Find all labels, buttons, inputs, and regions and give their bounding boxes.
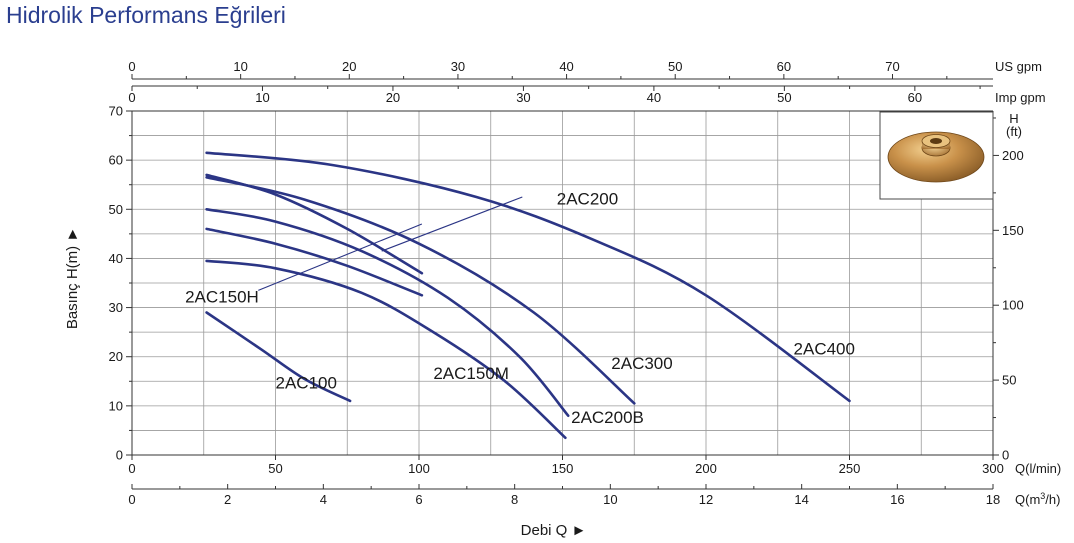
curve-2ac400	[205, 151, 851, 403]
top-us-tick-label: 50	[668, 59, 682, 74]
x-axis-title: Debi Q ►	[521, 522, 587, 539]
left-tick-label: 10	[109, 398, 123, 413]
left-tick-label: 70	[109, 104, 123, 119]
curve-2ac150m	[205, 259, 567, 440]
secondary-tick-label: 16	[890, 492, 904, 507]
secondary-tick-label: 6	[415, 492, 422, 507]
secondary-tick-label: 14	[794, 492, 808, 507]
right-tick-label: 50	[1002, 373, 1016, 388]
series-label-2ac150m: 2AC150M	[433, 364, 509, 383]
bottom-tick-label: 0	[128, 461, 135, 476]
y-axis-title: Basınç H(m) ►	[64, 227, 81, 329]
curve-2ac200b	[205, 208, 570, 417]
top-us-tick-label: 60	[777, 59, 791, 74]
top-imp-tick-label: 50	[777, 90, 791, 105]
series-label-2ac400: 2AC400	[794, 339, 855, 358]
secondary-tick-label: 4	[320, 492, 327, 507]
top-us-tick-label: 0	[128, 59, 135, 74]
top-imp-unit: Imp gpm	[995, 90, 1046, 105]
left-tick-label: 30	[109, 300, 123, 315]
secondary-tick-label: 10	[603, 492, 617, 507]
curves	[205, 151, 851, 440]
top-us-tick-label: 30	[451, 59, 465, 74]
bottom-tick-label: 300	[982, 461, 1004, 476]
curve-2ac300	[205, 176, 636, 405]
top-imp-tick-label: 0	[128, 90, 135, 105]
top-imp-tick-label: 10	[255, 90, 269, 105]
top-us-unit: US gpm	[995, 59, 1042, 74]
page-title: Hidrolik Performans Eğrileri	[6, 2, 286, 28]
left-tick-label: 20	[109, 349, 123, 364]
bottom-tick-label: 200	[695, 461, 717, 476]
top-imp-tick-label: 20	[386, 90, 400, 105]
bottom-tick-label: 100	[408, 461, 430, 476]
secondary-axis-unit: Q(m3/h)	[1015, 491, 1060, 507]
series-label-2ac200b: 2AC200B	[571, 408, 644, 427]
secondary-tick-label: 12	[699, 492, 713, 507]
leader-line	[258, 223, 423, 291]
series-label-2ac100: 2AC100	[276, 374, 337, 393]
top-us-tick-label: 40	[559, 59, 573, 74]
series-label-2ac200: 2AC200	[557, 189, 618, 208]
secondary-tick-label: 0	[128, 492, 135, 507]
series-label-2ac300: 2AC300	[611, 354, 672, 373]
top-us-tick-label: 10	[233, 59, 247, 74]
right-tick-label: 0	[1002, 448, 1009, 463]
secondary-tick-label: 8	[511, 492, 518, 507]
grid	[132, 111, 993, 455]
curve-2ac150h	[205, 227, 424, 297]
right-axis-unit: (ft)	[1006, 124, 1022, 139]
right-tick-label: 200	[1002, 148, 1024, 163]
bottom-axis-unit: Q(l/min)	[1015, 461, 1061, 476]
series-labels: 2AC100 2AC150M 2AC150H 2AC200 2AC200B 2AC300 2…	[185, 189, 855, 427]
left-tick-label: 40	[109, 251, 123, 266]
top-us-tick-label: 70	[885, 59, 899, 74]
secondary-tick-label: 2	[224, 492, 231, 507]
secondary-tick-label: 18	[986, 492, 1000, 507]
left-tick-label: 0	[116, 448, 123, 463]
right-tick-label: 150	[1002, 223, 1024, 238]
top-imp-tick-label: 30	[516, 90, 530, 105]
top-imp-tick-label: 60	[908, 90, 922, 105]
left-tick-label: 50	[109, 202, 123, 217]
leader-line	[381, 196, 523, 252]
left-tick-label: 60	[109, 153, 123, 168]
right-tick-label: 100	[1002, 298, 1024, 313]
top-us-tick-label: 20	[342, 59, 356, 74]
bottom-tick-label: 150	[552, 461, 574, 476]
curve-2ac100	[205, 311, 352, 403]
series-label-2ac150h: 2AC150H	[185, 288, 259, 307]
right-axis-unit: H	[1009, 111, 1018, 126]
bottom-tick-label: 50	[268, 461, 282, 476]
top-imp-tick-label: 40	[647, 90, 661, 105]
impeller-image	[879, 111, 994, 200]
bottom-tick-label: 250	[839, 461, 861, 476]
